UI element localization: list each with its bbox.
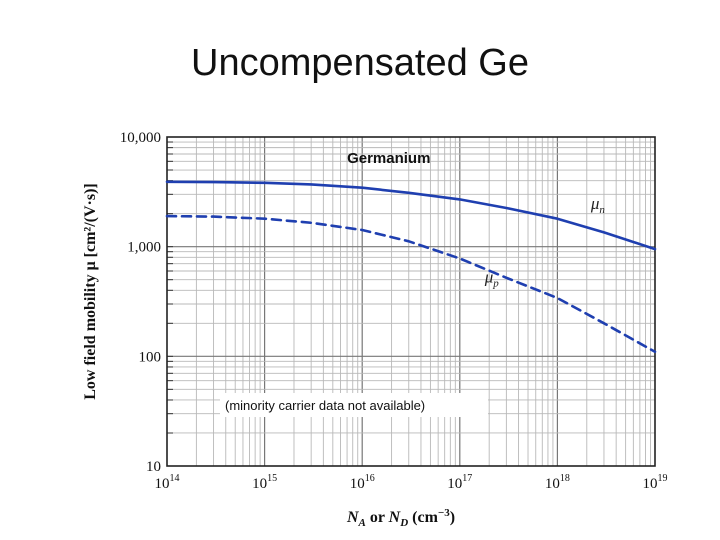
series-label-mup: μp bbox=[484, 268, 500, 290]
y-tick-label: 1,000 bbox=[127, 240, 161, 256]
x-tick-label: 1018 bbox=[545, 473, 570, 492]
series-label-mun: μn bbox=[590, 194, 606, 216]
x-tick-label: 1019 bbox=[643, 473, 668, 492]
series-line-mun bbox=[165, 180, 657, 251]
tick-labels: 1014 1015 1016 1017 1018 1019 10 100 1,000 10,000 bbox=[120, 130, 668, 492]
annotation-box bbox=[220, 393, 488, 417]
series-line-mup bbox=[165, 214, 657, 354]
x-tick-label: 1014 bbox=[155, 473, 180, 492]
chart-title: Germanium bbox=[347, 150, 430, 167]
plot-frame bbox=[166, 136, 656, 467]
series-layer bbox=[165, 180, 657, 354]
y-tick-label: 10,000 bbox=[120, 130, 161, 146]
x-tick-label: 1015 bbox=[252, 473, 277, 492]
slide-title: Uncompensated Ge bbox=[191, 42, 529, 84]
x-tick-label: 1016 bbox=[350, 473, 375, 492]
x-axis-label: NA or ND (cm−3) bbox=[346, 507, 455, 529]
y-tick-label: 100 bbox=[139, 349, 162, 365]
y-tick-label: 10 bbox=[146, 459, 161, 475]
y-axis-label: Low field mobility μ [cm²/(V·s)] bbox=[82, 183, 99, 400]
annotation-text: (minority carrier data not available) bbox=[225, 398, 425, 413]
x-tick-label: 1017 bbox=[447, 473, 472, 492]
